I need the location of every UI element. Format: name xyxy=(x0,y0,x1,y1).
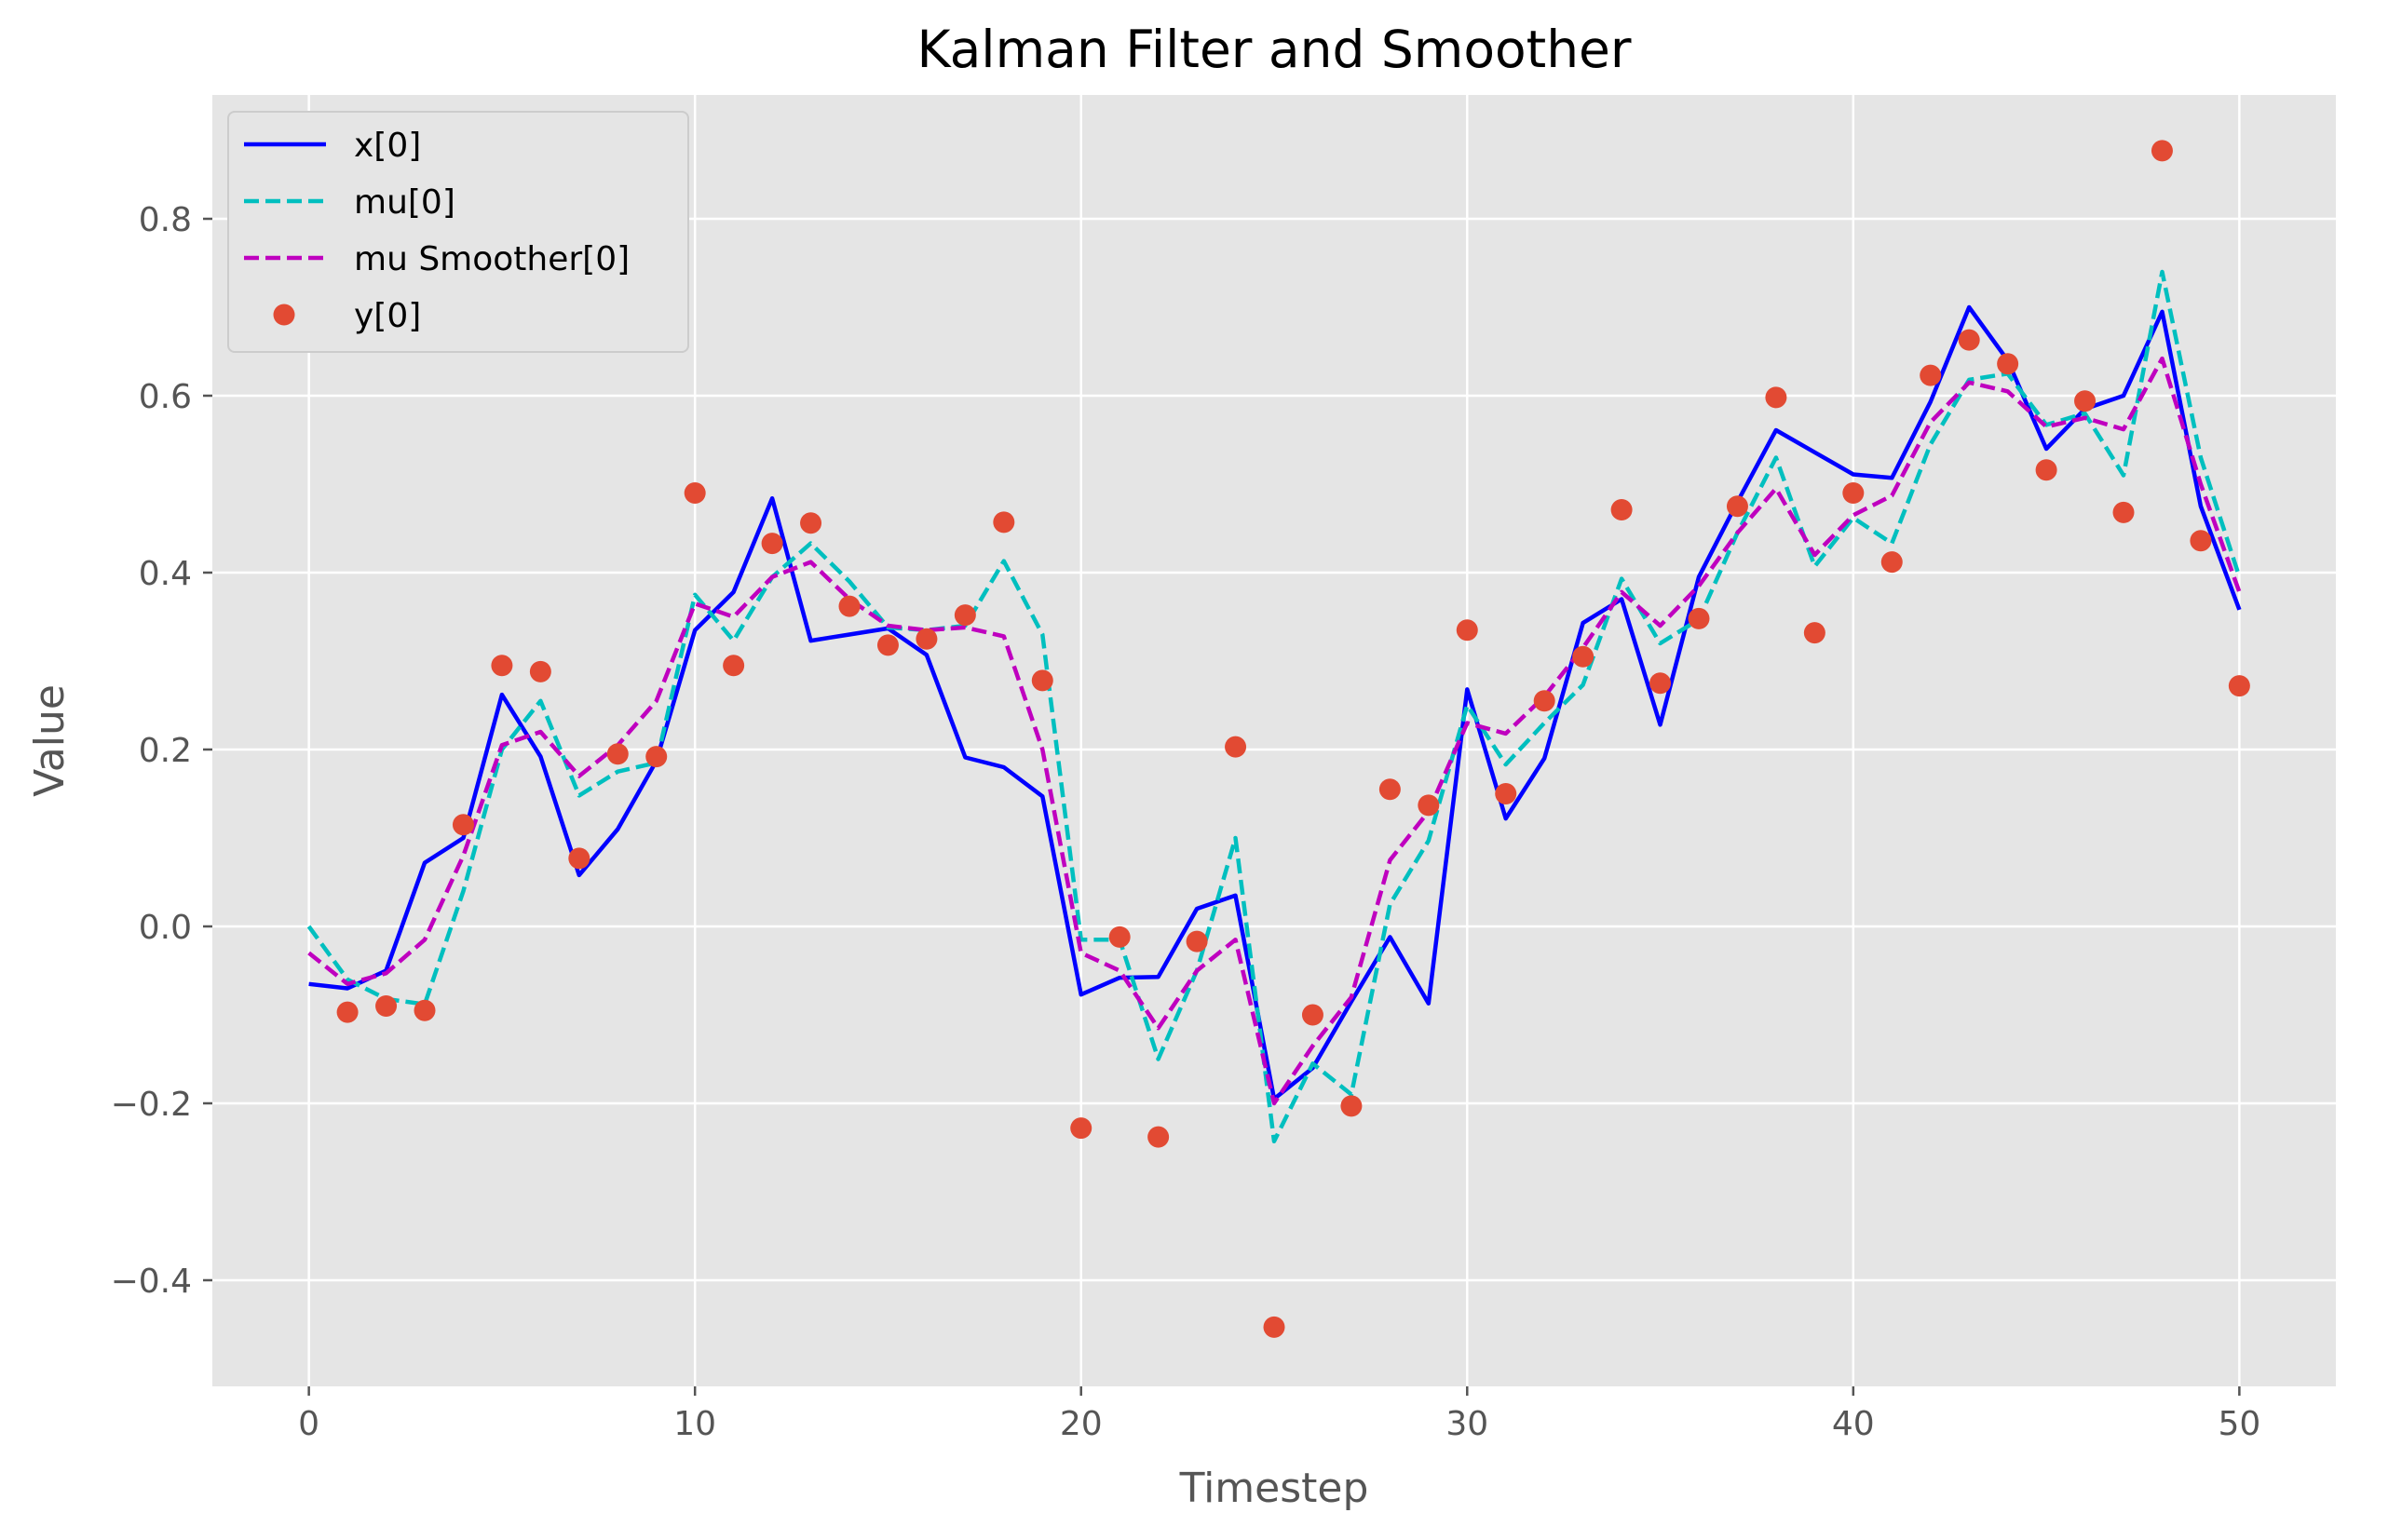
series-3-point xyxy=(1920,364,1942,386)
ticks: 0 10 20 30 40 50 −0.4 −0.2 0.0 0.2 0.4 0.6 0.8 xyxy=(111,201,2261,1443)
y-tick-label: 0.2 xyxy=(139,732,192,770)
y-tick-label: 0.8 xyxy=(139,201,192,239)
y-tick-label: 0.4 xyxy=(139,555,192,593)
series-3-point xyxy=(1031,669,1053,692)
series-3-point xyxy=(452,814,474,836)
series-3-point xyxy=(1070,1117,1092,1140)
y-axis-label: Value xyxy=(26,684,74,797)
legend-label: y[0] xyxy=(354,297,421,335)
legend-label: mu Smoother[0] xyxy=(354,240,630,278)
x-tick-label: 10 xyxy=(673,1405,716,1443)
y-tick-label: 0.0 xyxy=(139,909,192,947)
series-3-point xyxy=(1495,783,1517,804)
series-3-point xyxy=(1842,482,1865,504)
series-3-point xyxy=(993,511,1015,534)
series-3-point xyxy=(1378,778,1401,801)
series-3-point xyxy=(1456,619,1478,642)
series-3-point xyxy=(1958,329,1980,351)
legend-swatch xyxy=(273,304,295,326)
series-3-point xyxy=(1340,1095,1363,1117)
series-3-point xyxy=(1803,622,1825,644)
series-3-point xyxy=(1533,690,1555,712)
series-layer xyxy=(306,140,2250,1338)
x-tick-label: 20 xyxy=(1060,1405,1103,1443)
series-3-point xyxy=(2151,140,2173,162)
series-3-point xyxy=(2190,530,2212,552)
y-tick-label: 0.6 xyxy=(139,378,192,416)
series-3-point xyxy=(838,595,861,617)
series-3-point xyxy=(606,743,629,765)
series-3-point xyxy=(1649,672,1672,695)
series-3-point xyxy=(529,660,551,682)
legend-label: x[0] xyxy=(354,127,421,165)
x-tick-label: 40 xyxy=(1832,1405,1875,1443)
series-3-point xyxy=(1108,925,1131,948)
series-3-point xyxy=(800,512,822,534)
series-3-point xyxy=(954,604,976,627)
series-3-point xyxy=(1726,495,1748,518)
series-3-point xyxy=(1610,499,1633,521)
y-tick-label: −0.2 xyxy=(111,1086,192,1124)
series-3-point xyxy=(1186,930,1208,952)
y-tick-label: −0.4 xyxy=(111,1263,192,1301)
series-3-point xyxy=(1688,607,1710,629)
legend-frame xyxy=(227,111,689,353)
series-3-point xyxy=(1225,736,1247,758)
x-tick-label: 0 xyxy=(298,1405,319,1443)
series-3-point xyxy=(761,533,783,555)
series-3-point xyxy=(336,1001,359,1023)
series-3-point xyxy=(916,628,938,650)
series-3-point xyxy=(645,746,668,768)
x-tick-label: 30 xyxy=(1445,1405,1488,1443)
legend: x[0] mu[0] mu Smoother[0] y[0] xyxy=(227,111,689,353)
series-3-point xyxy=(1880,551,1903,574)
x-axis-label: Timestep xyxy=(1179,1465,1369,1512)
series-1-line xyxy=(306,269,2242,1144)
series-3-point xyxy=(1147,1126,1170,1148)
chart-title: Kalman Filter and Smoother xyxy=(916,20,1631,79)
series-3-point xyxy=(684,482,706,504)
series-3-point xyxy=(1572,645,1595,668)
series-3-point xyxy=(1418,794,1440,817)
series-3-point xyxy=(2112,501,2135,523)
series-3-point xyxy=(876,634,899,656)
series-3-point xyxy=(723,655,745,677)
x-tick-label: 50 xyxy=(2218,1405,2260,1443)
series-3-point xyxy=(414,999,436,1021)
series-3-point xyxy=(568,847,590,870)
series-3-point xyxy=(2035,459,2057,481)
legend-label: mu[0] xyxy=(354,183,455,222)
series-3-point xyxy=(375,995,398,1017)
series-3-point xyxy=(1301,1004,1323,1026)
series-3-point xyxy=(1263,1316,1285,1338)
series-3-point xyxy=(1765,386,1787,409)
series-3-point xyxy=(491,655,513,677)
series-3-point xyxy=(1997,353,2019,375)
series-3-point xyxy=(2074,390,2097,412)
series-3-point xyxy=(2228,675,2250,697)
series-2-line xyxy=(307,356,2242,1106)
